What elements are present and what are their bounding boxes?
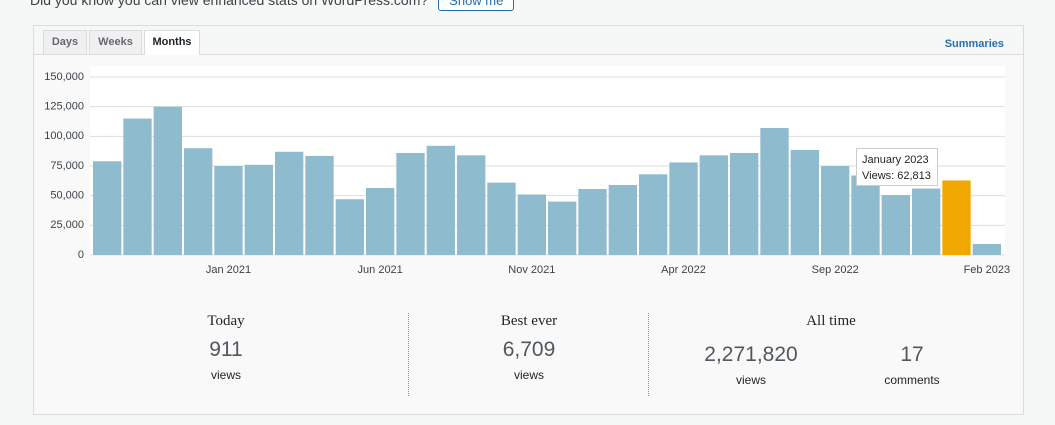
stat-title: Best ever xyxy=(500,313,558,329)
y-tick-label: 25,000 xyxy=(50,219,84,231)
stat-item: 2,271,820 views xyxy=(684,343,818,387)
tab[interactable]: Days xyxy=(43,30,87,54)
bar xyxy=(457,155,486,255)
bar xyxy=(881,195,910,255)
x-tick-label: Jan 2021 xyxy=(206,264,251,276)
y-tick-label: 50,000 xyxy=(50,190,84,202)
stat-unit: views xyxy=(735,373,766,387)
x-tick-label: Feb 2023 xyxy=(964,264,1010,276)
stat-unit: views xyxy=(513,368,544,382)
bar xyxy=(548,201,577,255)
bar xyxy=(487,182,516,255)
bar xyxy=(730,152,759,255)
tab[interactable]: Months xyxy=(144,30,200,55)
tab-bar: Days Weeks Months Summaries xyxy=(34,26,1023,55)
y-tick-label: 100,000 xyxy=(44,130,84,142)
bar xyxy=(426,145,455,255)
x-tick-label: Jun 2021 xyxy=(358,264,403,276)
bar xyxy=(790,149,819,255)
stat-title: Today xyxy=(207,313,245,329)
tooltip: January 2023 Views: 62,813 xyxy=(856,148,938,186)
y-tick-label: 125,000 xyxy=(44,101,84,113)
bar xyxy=(123,118,152,256)
bar xyxy=(821,166,850,255)
bar xyxy=(669,162,698,255)
bar xyxy=(942,180,971,255)
x-tick-label: Apr 2022 xyxy=(661,264,706,276)
bar xyxy=(153,106,182,256)
y-tick-label: 0 xyxy=(78,249,84,261)
stat-unit: views xyxy=(210,368,241,382)
bar xyxy=(214,166,243,255)
stat-title: All time xyxy=(806,313,856,329)
stat-number: 6,709 xyxy=(502,338,556,361)
stat: Best ever 6,709 views xyxy=(462,313,596,382)
bar xyxy=(699,155,728,255)
stat-number: 17 xyxy=(900,343,924,366)
bar xyxy=(335,199,364,255)
y-tick-label: 75,000 xyxy=(50,160,84,172)
bar xyxy=(517,194,546,255)
bar xyxy=(93,161,122,255)
separator xyxy=(408,313,409,396)
bar xyxy=(639,174,668,255)
separator xyxy=(648,313,649,396)
bar xyxy=(305,155,334,255)
x-tick-label: Nov 2021 xyxy=(508,264,555,276)
bar xyxy=(275,151,304,255)
x-tick-label: Sep 2022 xyxy=(812,264,859,276)
stat: Today 911 views xyxy=(159,313,293,382)
bar xyxy=(851,175,880,255)
stat-item: 17 comments xyxy=(845,343,979,387)
tab[interactable]: Weeks xyxy=(89,30,142,54)
bar xyxy=(396,152,425,255)
bar xyxy=(972,243,1001,255)
summaries-link[interactable]: Summaries xyxy=(944,38,1004,50)
bar xyxy=(578,189,607,255)
stat-unit: comments xyxy=(884,373,940,387)
stat: All time xyxy=(731,313,931,330)
tooltip-title: January 2023 xyxy=(862,154,929,166)
stat-number: 2,271,820 xyxy=(704,343,798,366)
stat-number: 911 xyxy=(209,338,243,361)
show-me-button[interactable]: Show me xyxy=(438,0,515,11)
notice-text: Did you know you can view enhanced stats… xyxy=(30,0,429,8)
bar xyxy=(184,148,213,255)
y-tick-label: 150,000 xyxy=(44,71,84,83)
notice: Did you know you can view enhanced stats… xyxy=(30,0,515,11)
bar xyxy=(244,164,273,255)
tooltip-text: Views: 62,813 xyxy=(862,170,931,182)
bar xyxy=(912,188,941,255)
bar xyxy=(760,128,789,255)
bar xyxy=(366,187,395,255)
chart: 0 25,000 50,000 75,000 100,000 125,000 150,000… xyxy=(44,70,1011,276)
bar xyxy=(608,184,637,255)
